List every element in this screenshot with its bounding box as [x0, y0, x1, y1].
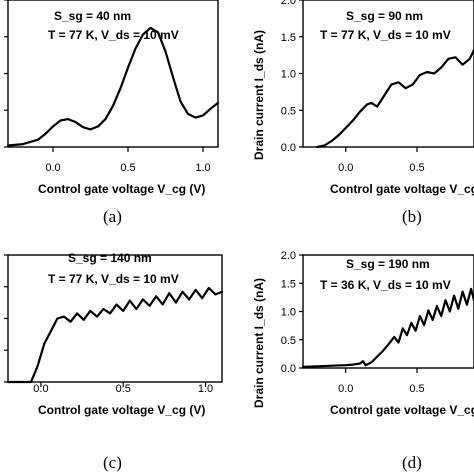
- panel-c-x-tick-label: 0.0: [33, 383, 48, 395]
- panel-c-x-tick-label: 1.0: [198, 383, 213, 395]
- panel-d-x-axis-label: Control gate voltage V_cg: [330, 403, 474, 417]
- panel-b-y-tick-label: 2.0: [281, 0, 296, 7]
- panel-a-caption: (a): [103, 207, 122, 226]
- panel-c: S_sg = 140 nm T = 77 K, V_ds = 10 mV Con…: [4, 251, 224, 472]
- panel-d-annotation-1: S_sg = 190 nm: [346, 257, 430, 271]
- panel-d-plot-frame: [302, 254, 474, 369]
- panel-b-annotation-1: S_sg = 90 nm: [346, 9, 423, 23]
- panel-a-x-tick-label: 1.0: [195, 162, 210, 174]
- panel-d-y-tick-label: 0.0: [281, 363, 296, 375]
- panel-b-x-tick-label: 0.0: [338, 162, 353, 174]
- panel-b-x-tick-label: 0.5: [409, 162, 424, 174]
- panel-c-annotation-2: T = 77 K, V_ds = 10 mV: [48, 272, 179, 286]
- panel-d-y-tick-label: 0.5: [281, 335, 296, 347]
- panel-d-y-tick-label: 1.5: [281, 278, 296, 290]
- panel-b-y-axis-label: Drain current I_ds (nA): [252, 30, 266, 160]
- panel-b-x-axis-label: Control gate voltage V_cg: [330, 182, 474, 196]
- panel-c-x-axis-label: Control gate voltage V_cg (V): [38, 403, 205, 417]
- panel-b-y-tick-label: 1.0: [281, 69, 296, 81]
- panel-d-annotation-2: T = 36 K, V_ds = 10 mV: [320, 278, 451, 292]
- panel-d-y-tick-label: 1.0: [281, 307, 296, 319]
- panel-d-data-line: [301, 287, 474, 368]
- panel-c-caption: (c): [103, 453, 122, 472]
- panel-b-y-tick-label: 0.5: [281, 105, 296, 117]
- panel-b-y-tick-label: 1.5: [281, 32, 296, 44]
- panel-d-caption: (d): [402, 453, 422, 472]
- panel-b-y-tick-label: 0.0: [281, 142, 296, 154]
- panel-a: S_sg = 40 nm T = 77 K, V_ds = 10 mV Cont…: [4, 0, 220, 226]
- panel-a-x-tick-label: 0.5: [120, 162, 135, 174]
- panel-b-data-line: [316, 48, 474, 149]
- panel-c-x-tick-label: 0.5: [116, 383, 131, 395]
- panel-d-y-axis-label: Drain current I_ds (nA): [252, 278, 266, 408]
- panel-c-annotation-1: S_sg = 140 nm: [68, 251, 152, 265]
- panel-b: S_sg = 90 nm T = 77 K, V_ds = 10 mV Drai…: [252, 0, 474, 226]
- panel-d-x-tick-label: 0.5: [409, 383, 424, 395]
- panel-d-y-tick-label: 2.0: [281, 250, 296, 262]
- panel-a-data-line: [6, 26, 220, 147]
- panel-c-data-line: [6, 286, 224, 384]
- panel-b-annotation-2: T = 77 K, V_ds = 10 mV: [320, 28, 451, 42]
- panel-b-caption: (b): [402, 207, 422, 226]
- panel-a-x-axis-label: Control gate voltage V_cg (V): [38, 182, 205, 196]
- panel-a-x-tick-label: 0.0: [45, 162, 60, 174]
- panel-d-x-tick-label: 0.0: [338, 383, 353, 395]
- panel-a-annotation-1: S_sg = 40 nm: [54, 9, 131, 23]
- panel-d: S_sg = 190 nm T = 36 K, V_ds = 10 mV Dra…: [252, 250, 474, 472]
